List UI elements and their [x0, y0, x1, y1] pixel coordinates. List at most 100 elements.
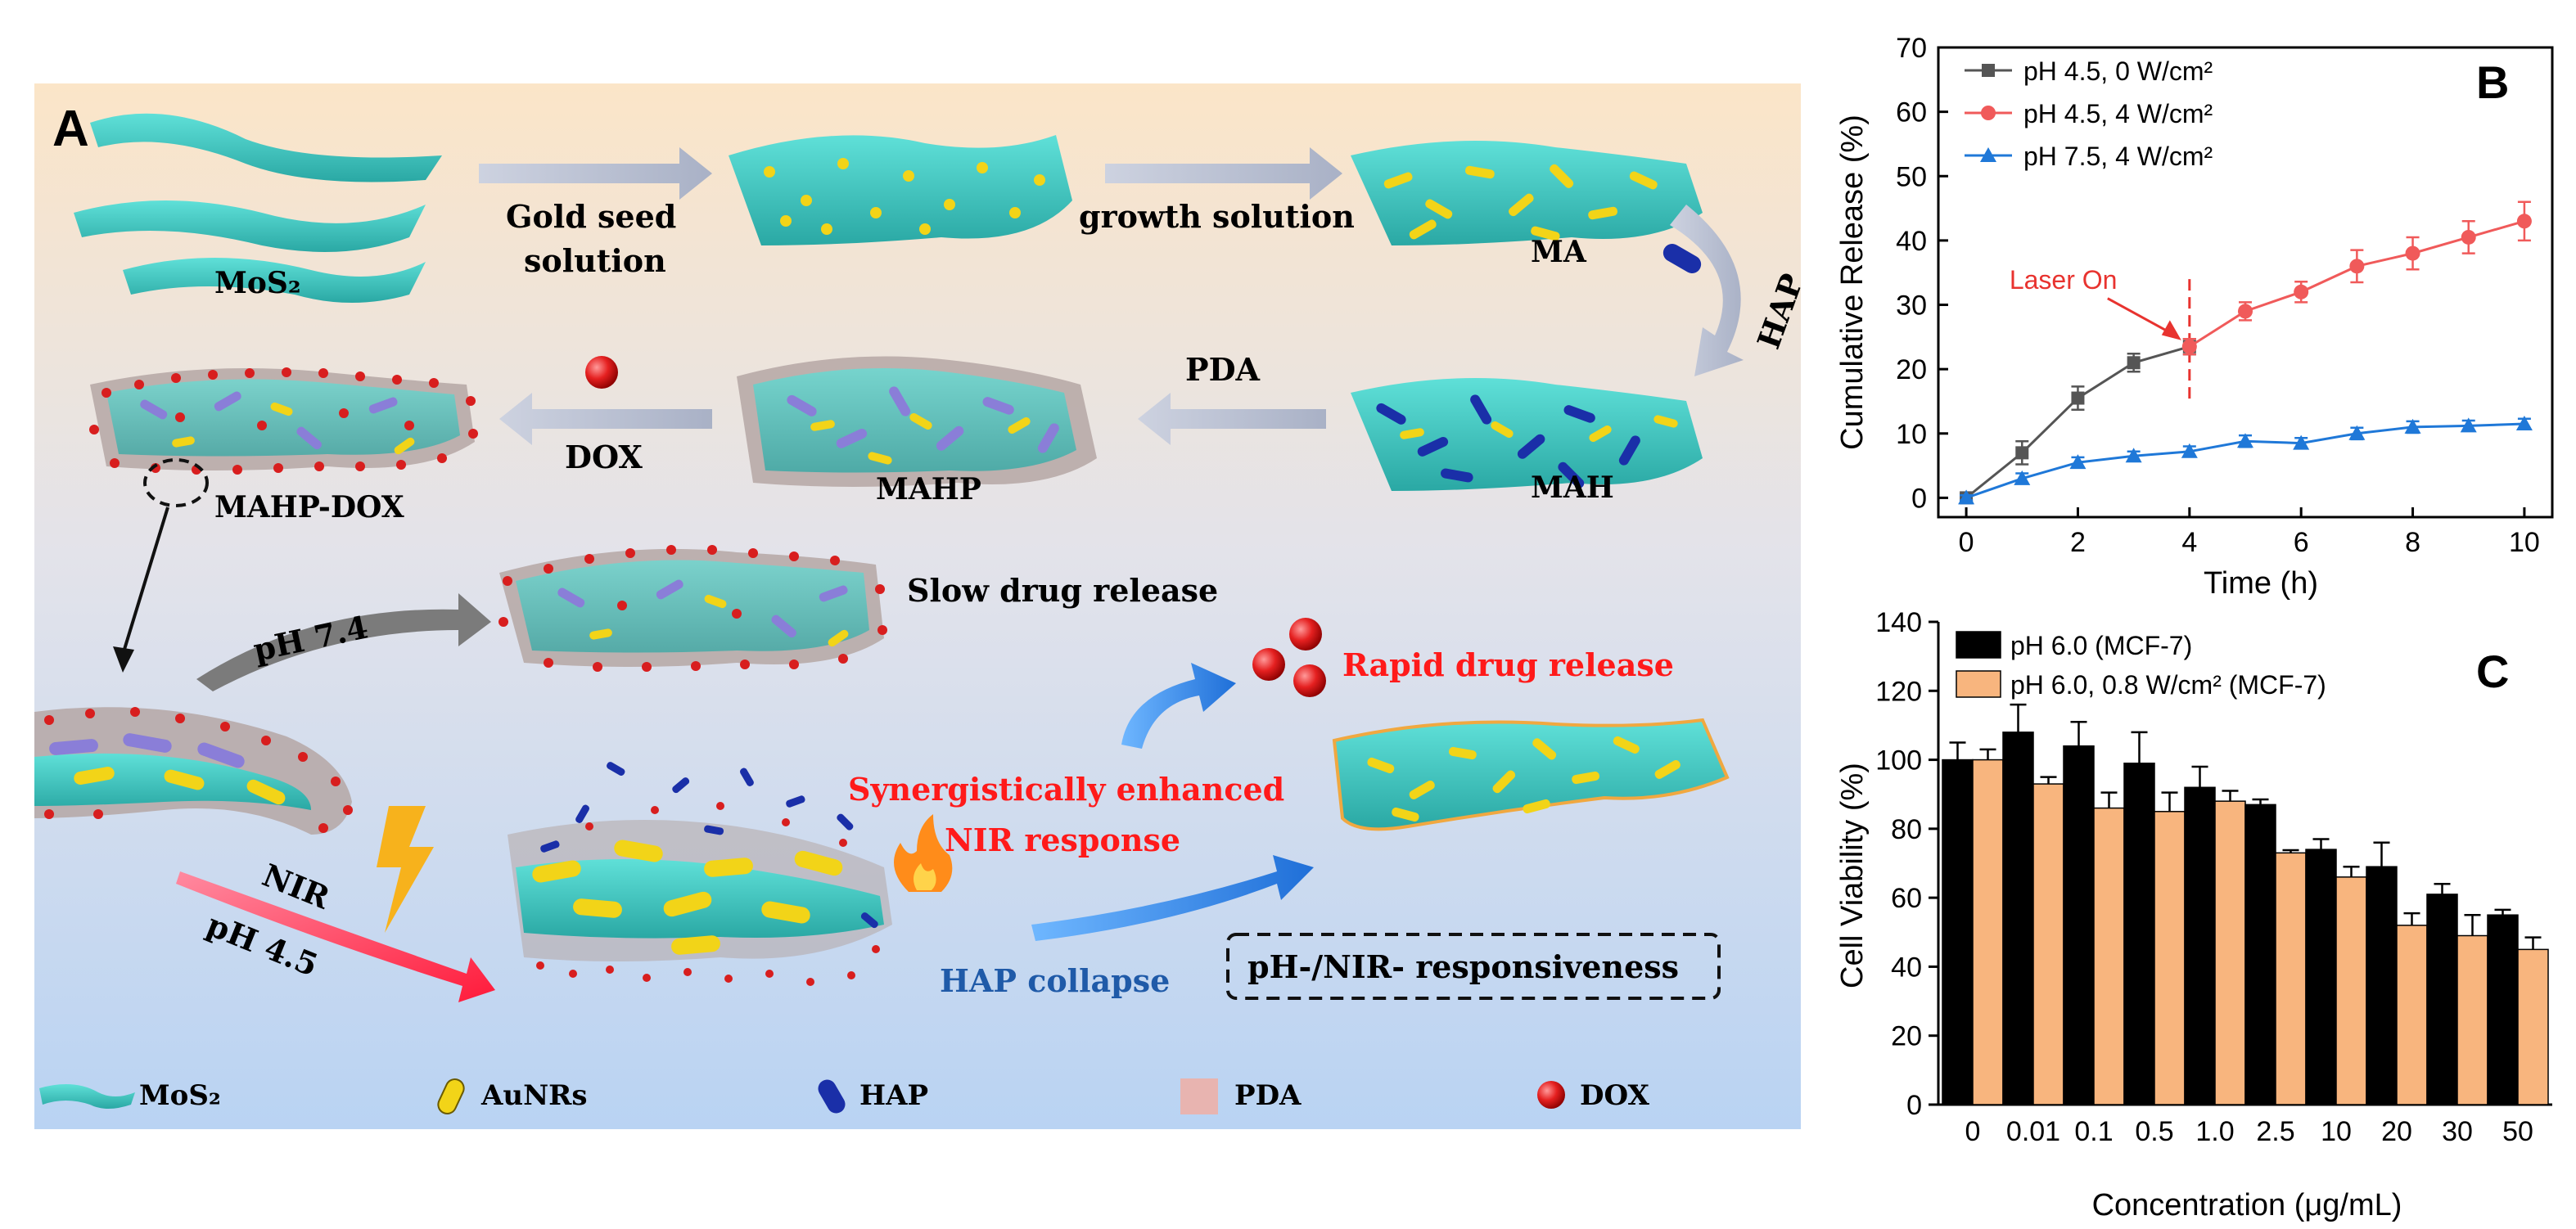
chart-b-series-1-point: [2238, 304, 2253, 319]
chart-c-xtick-label: 2.5: [2256, 1116, 2294, 1147]
mos2-sheets: [74, 113, 442, 303]
chart-b-ytick-label: 50: [1896, 161, 1927, 192]
chart-c-marks: [1942, 703, 2549, 1105]
chart-b-series-2-point: [2293, 434, 2310, 450]
chart-c-bar-1: [2032, 783, 2064, 1105]
chart-b-ytick-label: 40: [1896, 226, 1927, 257]
collapse-sheet: [508, 762, 892, 986]
chart-b-ylabel: Cumulative Release (%): [1835, 115, 1870, 450]
chart-c-legend-swatch-1: [1956, 670, 2001, 698]
chart-c-ytick-label: 80: [1891, 814, 1922, 845]
chart-c-bar-1: [2335, 876, 2367, 1105]
label-mah: MAH: [1531, 470, 1614, 505]
chart-c-bar-1: [2214, 800, 2246, 1105]
chart-b-series-2-point: [2460, 417, 2477, 433]
arrow-collapse: [1031, 855, 1314, 941]
mahp-sheet: [737, 356, 1097, 487]
label-gold-seed-1: Gold seed: [506, 198, 676, 235]
chart-c-ytick-label: 140: [1875, 607, 1922, 638]
chart-c-ytick-label: 100: [1875, 745, 1922, 777]
label-responsiveness: pH-/NIR- responsiveness: [1247, 948, 1679, 985]
chart-b-axes: 0 10 20 30 40 50 60 70 0 2 4 6 8 10: [1896, 33, 2554, 558]
chart-b-series-0-point: [2127, 356, 2141, 370]
chart-b-series-1-point: [2461, 229, 2476, 245]
chart-c-xtick-label: 20: [2381, 1116, 2412, 1147]
label-gold-seed-2: solution: [524, 242, 666, 279]
final-sheet: [1332, 718, 1730, 831]
chart-c-axes: 0 20 40 60 80 100 120 140 0 0.01 0.1 0.5 1.0 2.5 10 20 3…: [1875, 607, 2552, 1147]
chart-b-series-2-point: [2348, 425, 2366, 440]
chart-c-bar-1: [2154, 811, 2186, 1105]
arrow-hap: [1670, 205, 1744, 376]
chart-c-bar-1: [2517, 948, 2549, 1105]
chart-b-series-0-line: [1965, 345, 2190, 499]
arrow-rapid-release: [1121, 663, 1236, 749]
chart-c-bar-0: [2123, 763, 2155, 1105]
chart-c-legend: pH 6.0 (MCF-7) pH 6.0, 0.8 W/cm² (MCF-7): [1956, 631, 2326, 700]
lightning-icon: [377, 806, 434, 933]
label-hap-collapse: HAP collapse: [940, 962, 1170, 999]
mos2-seed-sheet: [729, 135, 1072, 245]
chart-b-legend-label-1: pH 4.5, 4 W/cm²: [2023, 99, 2213, 128]
chart-c-xtick-label: 50: [2502, 1116, 2533, 1147]
chart-b-xtick-label: 2: [2070, 527, 2086, 558]
chart-c-ylabel: Cell Viability (%): [1835, 763, 1870, 988]
label-pda-arrow: PDA: [1185, 351, 1261, 388]
dox-sphere-icon-2: [1252, 648, 1285, 681]
panel-label-a: A: [52, 101, 89, 157]
chart-b-ytick-label: 60: [1896, 97, 1927, 128]
chart-c-xtick-label: 30: [2442, 1116, 2473, 1147]
chart-c-bar-0: [2184, 786, 2216, 1105]
legend-pda-label: PDA: [1234, 1079, 1302, 1112]
label-mos2: MoS₂: [214, 266, 301, 300]
chart-c-xtick-label: 0.5: [2135, 1116, 2173, 1147]
label-growth-solution: growth solution: [1079, 198, 1355, 235]
chart-c-ytick-label: 40: [1891, 952, 1922, 983]
arrow-gold-seed: [479, 147, 712, 200]
chart-c-bar-0: [2487, 914, 2519, 1105]
chart-c-xtick-label: 0: [1965, 1116, 1981, 1147]
chart-b-series-2-point: [2404, 418, 2421, 434]
chart-c-xtick-label: 10: [2321, 1116, 2352, 1147]
label-ma: MA: [1531, 235, 1587, 269]
zoom-circle: [143, 458, 209, 507]
chart-c-bar-0: [2366, 866, 2398, 1105]
chart-c-ytick-label: 0: [1906, 1090, 1922, 1121]
chart-b-series-2-point: [2014, 470, 2031, 485]
laser-on-label: Laser On: [2010, 265, 2118, 295]
chart-c-bar-0: [1942, 759, 1974, 1105]
chart-b-xlabel: Time (h): [2204, 566, 2318, 601]
legend-dox-icon: [1537, 1081, 1565, 1109]
chart-b-series-1-point: [2349, 259, 2365, 274]
chart-b-series-1-point: [2516, 214, 2532, 229]
chart-b-series-0-point: [2071, 391, 2085, 405]
label-dox-arrow: DOX: [565, 439, 643, 475]
legend-pda-icon: [1180, 1078, 1218, 1114]
chart-c-bar-0: [2244, 804, 2276, 1105]
mahp-dox-sheet: [89, 367, 478, 475]
chart-b-series-1-point: [2181, 339, 2197, 354]
flame-icon: [894, 814, 953, 892]
flame-inner-icon: [914, 863, 936, 890]
label-mahp: MAHP: [876, 472, 981, 506]
label-rapid-release: Rapid drug release: [1342, 646, 1674, 683]
zoom-arrow: [121, 506, 169, 655]
chart-c-ytick-label: 20: [1891, 1021, 1922, 1052]
legend-hap-label: HAP: [859, 1079, 928, 1112]
chart-b-series-2-point: [2515, 415, 2533, 430]
chart-b-ytick-label: 30: [1896, 290, 1927, 322]
arrow-growth: [1105, 147, 1342, 200]
chart-c-xlabel: Concentration (μg/mL): [2092, 1188, 2402, 1222]
chart-b-xtick-label: 8: [2405, 527, 2420, 558]
chart-c-legend-label-0: pH 6.0 (MCF-7): [2010, 631, 2192, 660]
chart-c-xtick-label: 0.01: [2006, 1116, 2060, 1147]
scheme-legend: MoS₂ AuNRs HAP PDA DOX: [39, 1078, 1650, 1114]
chart-b-xtick-label: 0: [1959, 527, 1974, 558]
chart-b-xtick-label: 6: [2294, 527, 2309, 558]
chart-b-legend-marker-0: [1982, 64, 1995, 77]
dox-sphere-icon-1: [1289, 618, 1322, 651]
label-synergy-1: Synergistically enhanced: [848, 771, 1284, 808]
chart-c-bar-1: [2093, 807, 2125, 1105]
chart-b-frame: [1937, 46, 2554, 519]
label-synergy-2: NIR response: [945, 822, 1180, 858]
